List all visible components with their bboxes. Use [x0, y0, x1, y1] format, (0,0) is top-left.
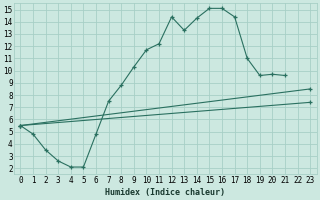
X-axis label: Humidex (Indice chaleur): Humidex (Indice chaleur) — [105, 188, 225, 197]
